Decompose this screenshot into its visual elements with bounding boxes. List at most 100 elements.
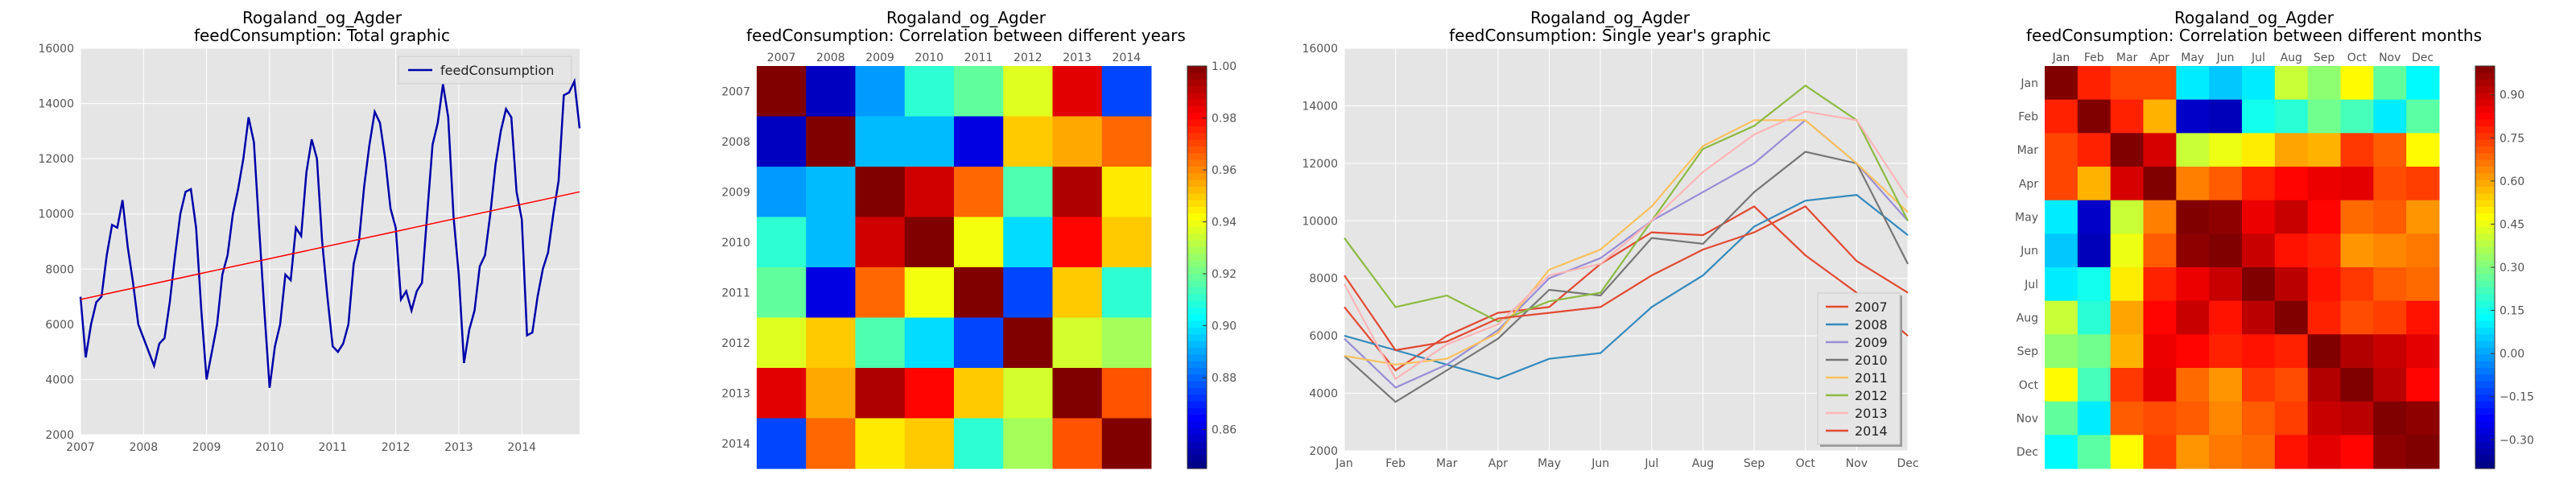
single-year-line-chart: 2000 4000 6000 8000 10000 12000 14000 16000 Jan F… — [1302, 43, 1918, 470]
heatmap-cell — [2209, 300, 2243, 335]
heatmap-cell — [2176, 200, 2210, 234]
colorbar-segment — [2475, 354, 2495, 362]
x-tick-label: 2008 — [816, 52, 845, 64]
heatmap-cell — [2045, 233, 2079, 268]
colorbar-segment — [1187, 461, 1207, 469]
heatmap-cell — [2176, 435, 2210, 469]
colorbar-segment — [2475, 280, 2495, 288]
colorbar-segment — [1187, 227, 1207, 234]
y-tick-label: 2010 — [721, 237, 750, 250]
heatmap-cell — [2077, 435, 2112, 469]
colorbar-segment — [1187, 213, 1207, 221]
heatmap-cell — [2340, 334, 2374, 369]
heatmap-cell — [2307, 167, 2341, 201]
heatmap-cell — [2176, 368, 2210, 402]
colorbar-segment — [1187, 260, 1207, 268]
heatmap-cell — [1101, 116, 1152, 167]
y-tick-label: Sep — [2017, 345, 2039, 358]
colorbar-segment — [1187, 280, 1207, 288]
heatmap-cell — [2242, 401, 2276, 436]
heatmap-cell — [2274, 267, 2309, 302]
series-line — [1344, 151, 1909, 403]
heatmap-cell — [2077, 200, 2112, 234]
heatmap-cell — [806, 167, 856, 217]
colorbar-segment — [1187, 139, 1207, 147]
heatmap-cell — [2110, 435, 2144, 469]
heatmap-cell — [904, 217, 955, 268]
heatmap-cell — [1003, 317, 1053, 369]
colorbar-segment — [2475, 260, 2495, 268]
heatmap-cell — [2406, 401, 2440, 436]
colorbar-segment — [2475, 274, 2495, 282]
heatmap-cell — [2340, 66, 2374, 101]
heatmap-cell — [2176, 334, 2210, 369]
heatmap-cell — [2307, 200, 2341, 234]
y-tick-label: 16000 — [1302, 43, 1338, 56]
heatmap-cell — [2045, 334, 2079, 369]
y-tick-label: 6000 — [1309, 330, 1338, 343]
heatmap-cell — [2045, 368, 2079, 402]
x-tick-label: Nov — [1846, 457, 1868, 470]
x-tick-label: 2013 — [1063, 52, 1092, 64]
heatmap-cell — [2406, 167, 2440, 201]
colorbar-segment — [1187, 86, 1207, 93]
heatmap-cell — [1003, 66, 1053, 117]
colorbar-segment — [1187, 72, 1207, 80]
heatmap-cell — [855, 66, 906, 117]
y-tick-label: 2000 — [45, 429, 74, 442]
x-tick-label: Sep — [1744, 457, 1765, 470]
heatmap-cell — [757, 217, 807, 268]
heatmap-cell — [1101, 66, 1152, 117]
colorbar-segment — [2475, 435, 2495, 443]
colorbar-segment — [2475, 240, 2495, 248]
heatmap-cell — [757, 267, 807, 318]
y-tick-label: Feb — [2018, 111, 2038, 124]
heatmap-cell — [2209, 435, 2243, 469]
heatmap-cell — [2045, 401, 2079, 436]
colorbar-segment — [1187, 147, 1207, 154]
colorbar-segment — [2475, 153, 2495, 161]
heatmap-cell — [2242, 233, 2276, 268]
heatmap-cell — [2110, 167, 2144, 201]
months-correlation-panel: Rogaland_og_Agder feedConsumption: Corre… — [1932, 0, 2576, 483]
heatmap-cell — [2077, 233, 2112, 268]
heatmap-cell — [855, 368, 906, 419]
colorbar-segment — [1187, 274, 1207, 282]
heatmap-cell — [2110, 99, 2144, 134]
series-line — [79, 77, 581, 388]
colorbar-segment — [2475, 119, 2495, 127]
heatmap-cell — [2307, 233, 2341, 268]
heatmap-cell — [2373, 334, 2407, 369]
years-correlation-panel: Rogaland_og_Agder feedConsumption: Corre… — [644, 0, 1288, 483]
heatmap-cell — [2143, 267, 2177, 302]
y-tick-label: 2012 — [721, 337, 750, 350]
colorbar-tick-label: −0.30 — [2500, 434, 2534, 447]
colorbar-segment — [1187, 361, 1207, 369]
heatmap-cell — [2307, 435, 2341, 469]
heatmap-cell — [2274, 300, 2309, 335]
heatmap-cell — [2143, 300, 2177, 335]
y-tick-label: 6000 — [45, 319, 74, 332]
heatmap-cell — [1101, 368, 1152, 419]
legend: feedConsumption — [398, 56, 572, 85]
y-tick-label: 2008 — [721, 136, 750, 149]
x-tick-label: 2007 — [66, 441, 95, 454]
legend-label: 2012 — [1855, 388, 1888, 403]
colorbar-segment — [2475, 180, 2495, 188]
heatmap-cell — [1003, 418, 1053, 469]
heatmap-cell — [2340, 233, 2374, 268]
heatmap-cell — [2045, 133, 2079, 167]
heatmap-cell — [2274, 99, 2309, 134]
colorbar-segment — [1187, 300, 1207, 308]
heatmap-cell — [2110, 133, 2144, 167]
heatmap-cell — [2274, 66, 2309, 101]
heatmap-cell — [2077, 99, 2112, 134]
heatmap-cell — [2143, 435, 2177, 469]
colorbar-segment — [2475, 267, 2495, 275]
heatmap-cell — [1003, 167, 1053, 217]
heatmap-cell — [2143, 401, 2177, 436]
colorbar-segment — [1187, 394, 1207, 402]
heatmap-cell — [2406, 368, 2440, 402]
heatmap-cell — [2307, 401, 2341, 436]
colorbar-segment — [2475, 72, 2495, 80]
